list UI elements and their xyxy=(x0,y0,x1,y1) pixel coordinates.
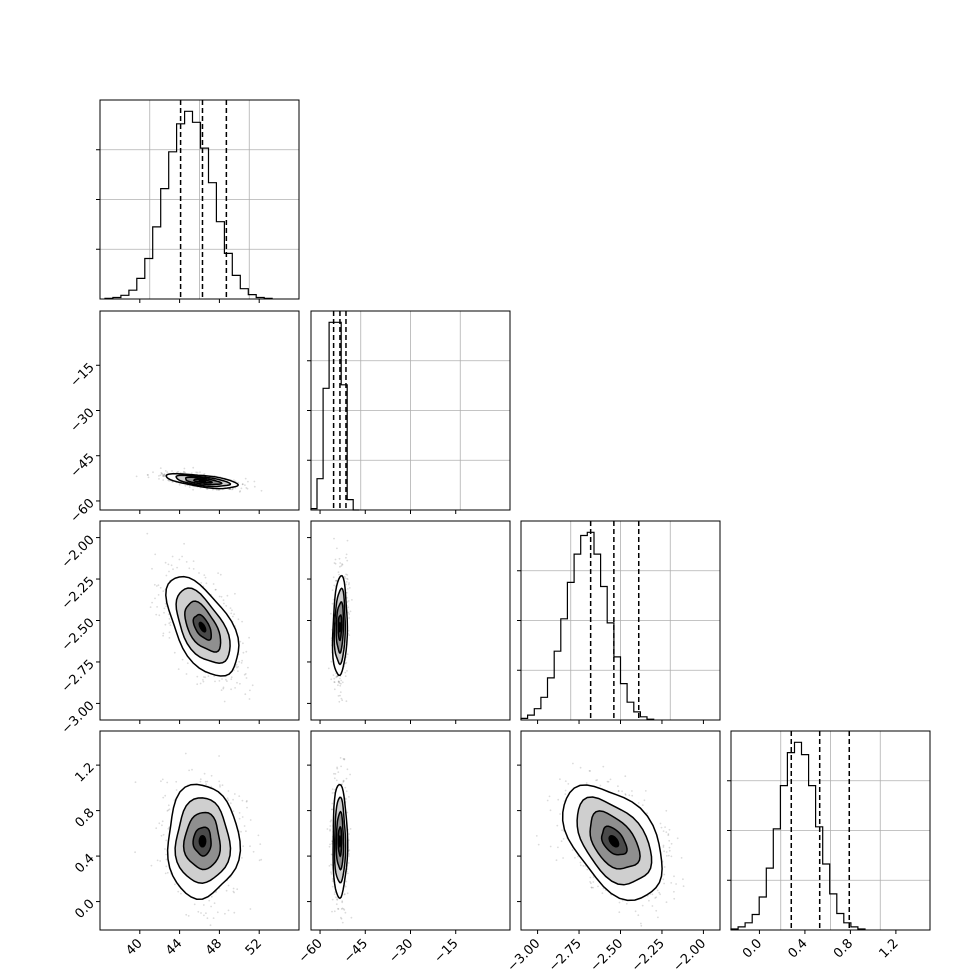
y-tick-label-3-3: 1.2 xyxy=(72,760,97,785)
x-tick-label-2-4: −2.00 xyxy=(670,936,709,970)
density-peak xyxy=(198,835,207,848)
y-tick-label-1-2: −30 xyxy=(68,406,98,436)
density-peak xyxy=(338,621,342,633)
y-tick-label-2-4: −2.00 xyxy=(59,533,98,572)
x-tick-label-3-3: 1.2 xyxy=(876,936,901,961)
x-tick-label-2-3: −2.25 xyxy=(629,936,668,970)
x-tick-label-1-0: −60 xyxy=(296,936,326,966)
histogram-panel-1 xyxy=(307,310,511,511)
y-tick-label-2-0: −3.00 xyxy=(59,698,98,737)
density-peak xyxy=(608,835,620,848)
y-tick-label-3-1: 0.4 xyxy=(72,851,97,876)
x-tick-label-1-3: −15 xyxy=(432,936,462,966)
x-tick-label-2-2: −2.50 xyxy=(588,936,627,970)
scatter-panel-3-2 xyxy=(520,730,721,931)
x-tick-label-2-1: −2.75 xyxy=(546,936,585,970)
x-tick-label-0-2: 48 xyxy=(203,936,225,958)
density-peak xyxy=(338,835,342,848)
histogram-steps xyxy=(730,741,866,930)
y-tick-label-3-2: 0.8 xyxy=(72,806,97,831)
x-tick-label-0-3: 52 xyxy=(243,936,265,958)
x-tick-label-2-0: −3.00 xyxy=(505,936,544,970)
histogram-panel-0 xyxy=(96,99,300,300)
y-tick-label-1-3: −15 xyxy=(68,360,98,390)
x-tick-label-3-2: 0.8 xyxy=(831,936,856,961)
scatter-panel-2-0 xyxy=(99,520,300,721)
scatter-panel-3-0 xyxy=(99,730,300,931)
x-tick-label-1-2: −30 xyxy=(386,936,416,966)
y-tick-label-2-3: −2.25 xyxy=(59,574,98,613)
y-tick-label-3-0: 0.0 xyxy=(72,897,97,922)
x-tick-label-0-1: 44 xyxy=(163,936,185,958)
histogram-steps xyxy=(310,321,360,511)
density-peak xyxy=(198,479,207,483)
y-tick-label-1-0: −60 xyxy=(68,496,98,526)
scatter-panel-3-1 xyxy=(310,730,511,931)
histogram-steps xyxy=(520,531,655,720)
x-tick-label-0-0: 40 xyxy=(123,936,145,958)
x-tick-label-3-1: 0.4 xyxy=(786,936,811,961)
y-tick-label-2-2: −2.50 xyxy=(59,616,98,655)
histogram-steps xyxy=(104,110,273,299)
histogram-panel-2 xyxy=(517,520,721,721)
histogram-panel-3 xyxy=(727,730,931,931)
scatter-panel-2-1 xyxy=(310,520,511,721)
y-tick-label-2-1: −2.75 xyxy=(59,657,98,696)
density-peak xyxy=(198,621,207,633)
scatter-panel-1-0 xyxy=(99,310,300,511)
x-tick-label-1-1: −45 xyxy=(341,936,371,966)
y-tick-label-1-1: −45 xyxy=(68,451,98,481)
x-tick-label-3-0: 0.0 xyxy=(740,936,765,961)
